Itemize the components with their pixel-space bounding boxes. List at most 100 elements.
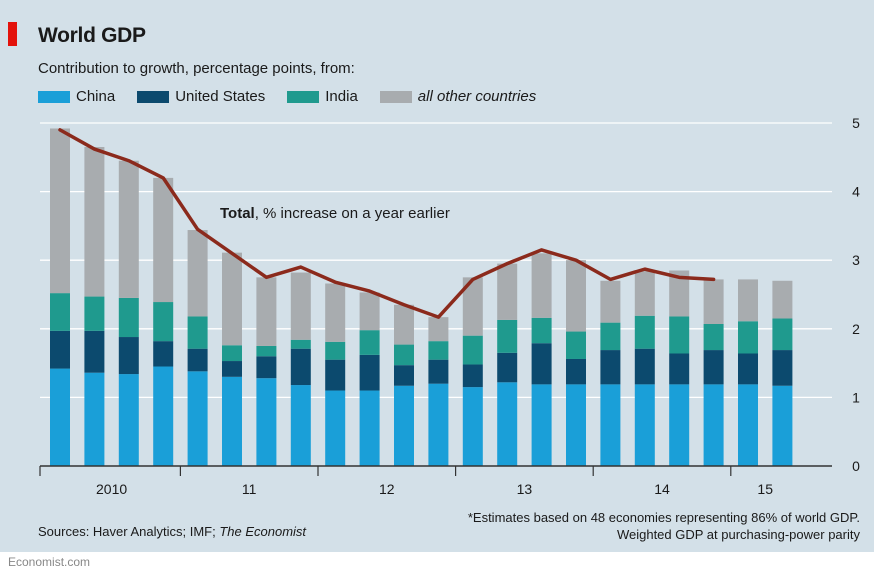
bar-united-states-21 [772,350,793,386]
bar-united-states-18 [669,353,690,385]
bar-india-9 [359,330,380,355]
bar-china-18 [669,384,690,466]
legend-item-united-states: United States [137,88,265,105]
bar-other-0 [50,128,70,294]
bar-united-states-7 [290,348,311,386]
bar-china-1 [84,372,105,466]
bar-india-10 [394,344,414,366]
bar-china-9 [359,390,380,466]
bar-india-2 [118,297,139,338]
legend-swatch-india [287,90,320,103]
bar-united-states-14 [531,343,552,385]
y-tick-label-2: 2 [852,321,860,337]
bar-united-states-2 [118,337,139,375]
bar-india-14 [531,317,552,344]
chart-panel: World GDP Contribution to growth, percen… [0,0,874,552]
legend-label-other: all other countries [417,88,537,105]
x-tick-label-3: 13 [517,481,533,497]
source-note: Sources: Haver Analytics; IMF; The Econo… [38,524,306,539]
legend-swatch-china [38,90,70,103]
legend-item-india: India [287,88,358,105]
total-annotation-label: Total [220,205,255,222]
bar-other-15 [566,260,586,332]
bar-united-states-3 [153,341,174,367]
bar-other-11 [428,317,449,342]
bar-india-16 [600,322,621,351]
y-tick-label-3: 3 [852,252,860,268]
bar-other-2 [118,160,139,298]
bar-china-10 [394,385,414,466]
chart-title: World GDP [38,24,146,47]
bar-other-6 [256,277,277,346]
bar-china-8 [325,390,346,466]
y-tick-label-1: 1 [852,389,860,405]
bar-other-18 [669,270,690,317]
x-tick-label-0: 2010 [96,481,127,497]
legend-label-united-states: United States [175,88,266,105]
bar-india-7 [290,339,311,349]
total-annotation: Total, % increase on a year earlier [220,205,450,222]
bar-india-21 [772,318,793,351]
bar-united-states-0 [50,330,70,369]
bar-other-8 [325,283,346,342]
x-tick-label-5: 15 [757,481,773,497]
source-publication: The Economist [219,524,307,539]
bar-other-4 [187,230,208,317]
bar-united-states-9 [359,354,380,391]
bar-india-13 [497,319,518,353]
bar-other-14 [531,253,552,318]
bar-china-15 [566,384,586,466]
bar-united-states-19 [703,350,724,385]
bar-united-states-12 [462,364,483,388]
bar-other-21 [772,280,793,319]
legend-label-india: India [325,88,358,105]
bar-india-19 [703,323,724,351]
total-annotation-rest: , % increase on a year earlier [255,205,450,222]
legend-item-china: China [38,88,115,105]
bar-india-6 [256,345,277,357]
bar-other-17 [634,271,655,316]
bar-india-5 [222,345,242,362]
bar-united-states-4 [187,348,208,372]
bar-china-16 [600,384,621,466]
bar-other-19 [703,279,724,324]
bar-united-states-17 [634,348,655,385]
bar-united-states-10 [394,365,414,386]
bar-china-3 [153,366,174,466]
bar-united-states-15 [566,358,586,385]
bar-india-3 [153,302,174,342]
bar-other-13 [497,263,518,320]
bar-china-13 [497,382,518,466]
bar-china-19 [703,384,724,466]
legend-swatch-united-states [137,90,170,103]
total-line [58,128,716,319]
bar-other-5 [222,252,242,346]
bar-united-states-5 [222,361,242,377]
bar-united-states-1 [84,330,105,373]
bar-other-7 [290,272,311,340]
bar-india-0 [50,293,70,331]
y-tick-label-4: 4 [852,184,860,200]
x-tick-label-4: 14 [654,481,670,497]
footnote: *Estimates based on 48 economies represe… [468,509,860,543]
bar-india-8 [325,341,346,360]
x-tick-label-1: 11 [242,481,257,497]
bar-united-states-13 [497,352,518,383]
bar-united-states-6 [256,356,277,379]
bar-china-4 [187,371,208,466]
brand-red-tag [8,22,17,46]
legend-label-china: China [76,88,116,105]
bar-other-20 [738,279,758,322]
bar-china-20 [738,384,758,466]
legend-item-other: all other countries [379,88,537,105]
bar-china-11 [428,383,449,466]
footnote-line-2: Weighted GDP at purchasing-power parity [616,527,860,542]
bar-china-5 [222,376,242,466]
source-text: Sources: Haver Analytics; IMF; [38,524,220,539]
bar-india-4 [187,316,208,349]
bar-china-17 [634,384,655,466]
bar-china-12 [462,387,483,466]
bar-other-3 [153,177,174,303]
footnote-line-1: *Estimates based on 48 economies represe… [467,510,860,525]
